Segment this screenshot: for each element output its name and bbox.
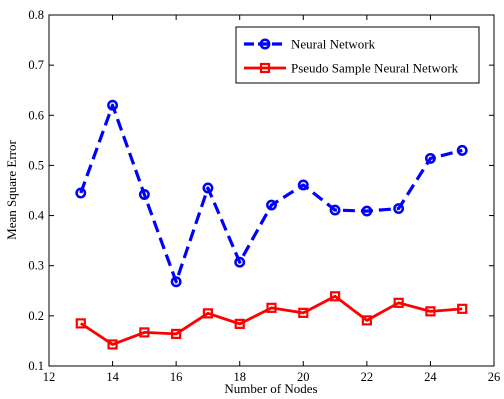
legend-label-1: Neural Network [291, 37, 376, 52]
x-tick-label: 26 [488, 370, 501, 384]
y-tick-label: 0.1 [28, 359, 44, 373]
y-tick-label: 0.2 [28, 309, 44, 323]
x-tick-label: 24 [424, 370, 437, 384]
x-tick-label: 16 [170, 370, 183, 384]
legend-label-2: Pseudo Sample Neural Network [291, 61, 459, 76]
x-tick-label: 14 [106, 370, 119, 384]
y-axis-title: Mean Square Error [4, 140, 19, 240]
y-tick-label: 0.5 [28, 158, 44, 172]
y-tick-label: 0.8 [28, 8, 44, 22]
y-tick-label: 0.3 [28, 259, 44, 273]
legend: Neural Network Pseudo Sample Neural Netwo… [236, 27, 479, 83]
y-tick-label: 0.4 [28, 209, 44, 223]
y-tick-label: 0.7 [28, 58, 44, 72]
x-tick-label: 12 [43, 370, 56, 384]
y-tick-label: 0.6 [28, 108, 44, 122]
x-axis-title: Number of Nodes [224, 381, 317, 396]
x-tick-label: 22 [361, 370, 374, 384]
